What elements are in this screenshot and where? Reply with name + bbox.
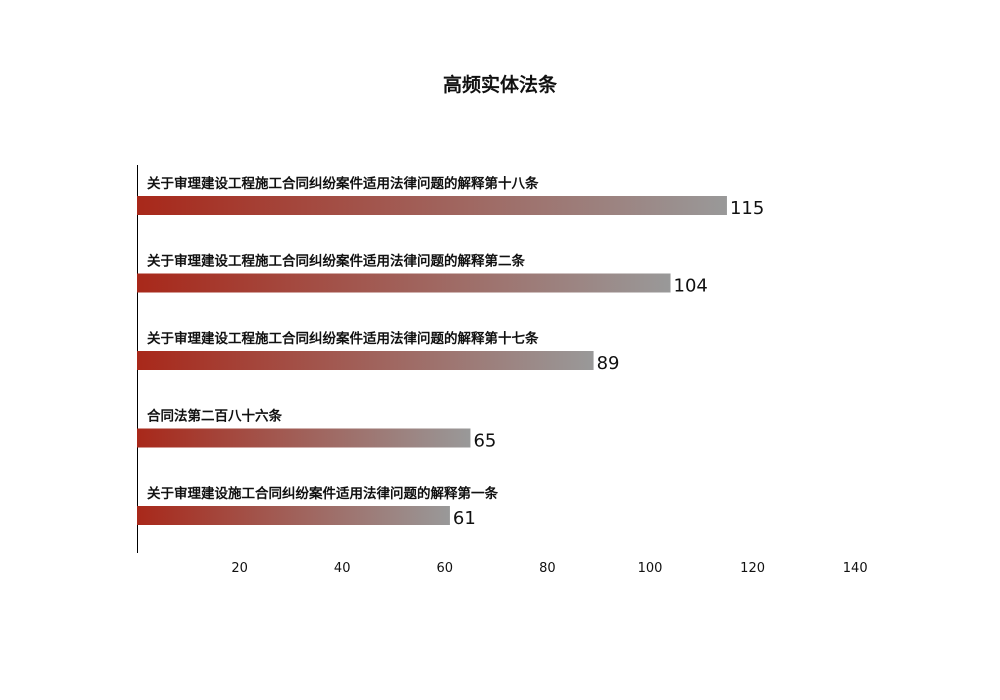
bar: [137, 506, 450, 525]
bar-category-label: 关于审理建设工程施工合同纠纷案件适用法律问题的解释第十七条: [147, 330, 539, 347]
bar: [137, 428, 471, 448]
chart-title: 高频实体法条: [442, 74, 557, 96]
bar: [137, 273, 671, 293]
bar-category-label: 合同法第二百八十六条: [147, 408, 282, 425]
bar: [137, 196, 727, 215]
bar-value-label: 89: [597, 353, 620, 374]
x-tick-label: 100: [638, 561, 663, 576]
x-tick-label: 80: [539, 561, 556, 576]
x-tick-label: 20: [231, 561, 248, 576]
bar-category-label: 关于审理建设工程施工合同纠纷案件适用法律问题的解释第十八条: [147, 175, 539, 192]
x-tick-label: 60: [437, 561, 454, 576]
bar-category-label: 关于审理建设施工合同纠纷案件适用法律问题的解释第一条: [147, 485, 498, 502]
x-tick-label: 40: [334, 561, 351, 576]
bar: [137, 351, 594, 370]
bar-value-label: 65: [473, 431, 496, 452]
bar-value-label: 61: [453, 508, 476, 529]
x-tick-label: 140: [843, 561, 868, 576]
bar-value-label: 104: [674, 276, 708, 297]
bar-category-label: 关于审理建设工程施工合同纠纷案件适用法律问题的解释第二条: [147, 253, 525, 270]
bar-value-label: 115: [730, 198, 764, 219]
x-tick-label: 120: [740, 561, 765, 576]
